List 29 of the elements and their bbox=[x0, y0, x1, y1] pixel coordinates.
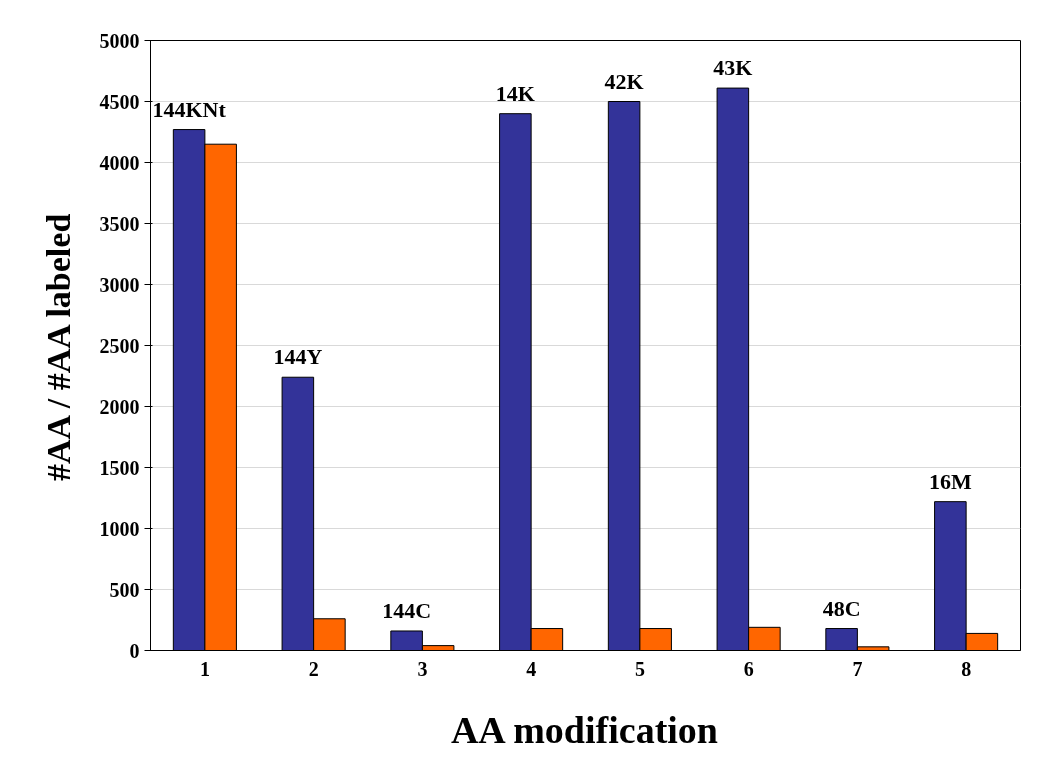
x-tick-label: 4 bbox=[526, 657, 537, 680]
annotation: 144KNt bbox=[152, 96, 227, 122]
annotation: 14K bbox=[495, 80, 535, 106]
y-tick-label: 0 bbox=[129, 639, 140, 662]
x-tick-label: 1 bbox=[199, 657, 210, 680]
x-tick-label: 6 bbox=[743, 657, 754, 680]
annotation: 144Y bbox=[273, 344, 323, 370]
y-tick-label: 1000 bbox=[99, 517, 140, 540]
x-tick-label: 3 bbox=[417, 657, 428, 680]
x-tick-label: 2 bbox=[308, 657, 319, 680]
y-tick-label: 4000 bbox=[99, 151, 140, 174]
y-axis-title: #AA / #AA labeled bbox=[39, 213, 77, 482]
annotation: 42K bbox=[604, 68, 644, 94]
y-tick-label: 3000 bbox=[99, 273, 140, 296]
x-axis-title: AA modification bbox=[450, 708, 718, 751]
annotation: 43K bbox=[713, 55, 753, 81]
x-tick-label: 8 bbox=[961, 657, 972, 680]
y-tick-label: 2500 bbox=[99, 334, 140, 357]
y-tick-label: 5000 bbox=[99, 29, 140, 52]
y-tick-label: 4500 bbox=[99, 90, 140, 113]
annotation: 144C bbox=[382, 597, 432, 623]
x-tick-label: 7 bbox=[852, 657, 863, 680]
y-tick-label: 500 bbox=[109, 578, 140, 601]
annotation: 16M bbox=[928, 468, 972, 494]
y-tick-label: 2000 bbox=[99, 395, 140, 418]
y-tick-label: 3500 bbox=[99, 212, 140, 235]
y-tick-label: 1500 bbox=[99, 456, 140, 479]
x-tick-label: 5 bbox=[634, 657, 645, 680]
annotation: 48C bbox=[822, 595, 861, 621]
